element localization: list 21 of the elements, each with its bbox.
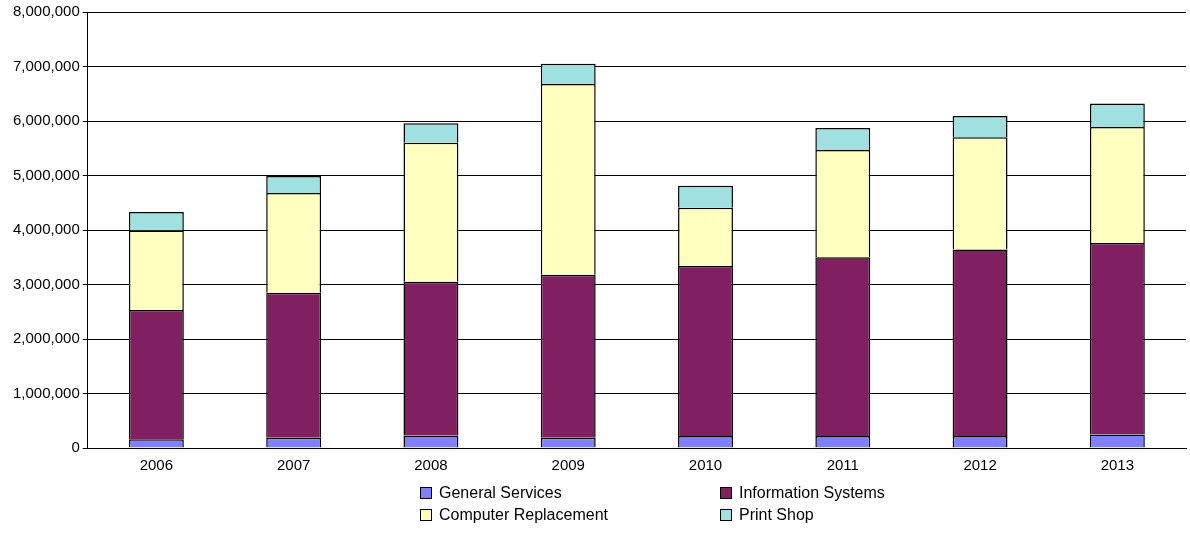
y-tick-label: 0 — [71, 438, 80, 456]
x-tick-label: 2007 — [276, 456, 311, 474]
y-tick-label: 2,000,000 — [13, 329, 80, 347]
x-tick-label: 2013 — [1100, 456, 1135, 474]
y-tick-label: 6,000,000 — [13, 111, 80, 129]
y-tick-label: 1,000,000 — [13, 383, 80, 401]
legend-label: Print Shop — [739, 506, 814, 524]
x-tick-label: 2008 — [414, 456, 448, 474]
legend-label: General Services — [439, 484, 562, 502]
x-tick-label: 2009 — [551, 456, 585, 474]
x-tick-label: 2012 — [963, 456, 997, 474]
y-tick-label: 8,000,000 — [13, 2, 80, 20]
y-tick-label: 4,000,000 — [13, 220, 80, 238]
x-tick-label: 2006 — [139, 456, 174, 474]
legend-label: Computer Replacement — [439, 506, 608, 524]
x-tick-label: 2010 — [688, 456, 723, 474]
y-tick-label: 5,000,000 — [13, 165, 80, 183]
y-tick-label: 7,000,000 — [13, 56, 80, 74]
legend-label: Information Systems — [739, 484, 885, 502]
y-tick-label: 3,000,000 — [13, 274, 80, 292]
x-tick-label: 2011 — [826, 456, 859, 474]
